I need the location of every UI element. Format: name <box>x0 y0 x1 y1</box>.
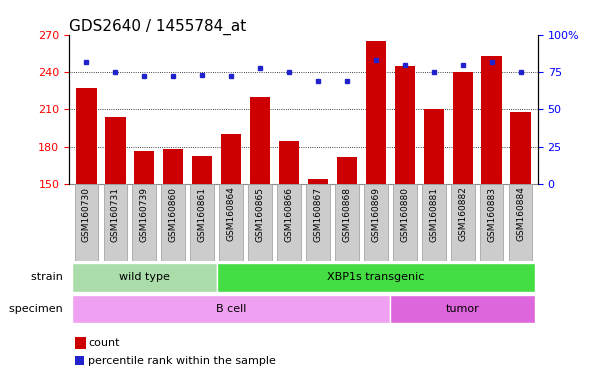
Bar <box>424 109 444 184</box>
Bar <box>453 72 473 184</box>
Text: GSM160739: GSM160739 <box>140 187 149 242</box>
FancyBboxPatch shape <box>248 184 272 261</box>
Text: XBP1s transgenic: XBP1s transgenic <box>327 272 424 283</box>
FancyBboxPatch shape <box>480 184 504 261</box>
FancyBboxPatch shape <box>277 184 301 261</box>
FancyBboxPatch shape <box>132 184 156 261</box>
FancyBboxPatch shape <box>162 184 185 261</box>
FancyBboxPatch shape <box>219 184 243 261</box>
Text: tumor: tumor <box>446 304 480 314</box>
Bar <box>250 97 270 184</box>
FancyBboxPatch shape <box>191 184 214 261</box>
FancyBboxPatch shape <box>451 184 475 261</box>
Bar <box>105 117 126 184</box>
FancyBboxPatch shape <box>422 184 445 261</box>
FancyBboxPatch shape <box>393 184 416 261</box>
Bar <box>163 149 183 184</box>
Bar <box>308 179 328 184</box>
FancyBboxPatch shape <box>72 295 390 323</box>
Text: GSM160730: GSM160730 <box>82 187 91 242</box>
FancyBboxPatch shape <box>217 263 535 292</box>
Text: GDS2640 / 1455784_at: GDS2640 / 1455784_at <box>69 18 246 35</box>
Text: GSM160881: GSM160881 <box>429 187 438 242</box>
FancyBboxPatch shape <box>103 184 127 261</box>
Text: count: count <box>88 338 120 348</box>
Text: wild type: wild type <box>119 272 170 283</box>
Bar <box>279 141 299 184</box>
Text: GSM160861: GSM160861 <box>198 187 207 242</box>
Text: GSM160882: GSM160882 <box>458 187 467 242</box>
Bar <box>76 88 97 184</box>
Bar <box>481 56 502 184</box>
FancyBboxPatch shape <box>306 184 330 261</box>
Bar <box>337 157 357 184</box>
Text: percentile rank within the sample: percentile rank within the sample <box>88 356 276 366</box>
Text: specimen: specimen <box>9 304 66 314</box>
Bar <box>395 66 415 184</box>
Text: strain: strain <box>31 272 66 283</box>
Bar <box>510 112 531 184</box>
Bar <box>192 156 212 184</box>
Bar <box>221 134 241 184</box>
Text: B cell: B cell <box>216 304 246 314</box>
Text: GSM160884: GSM160884 <box>516 187 525 242</box>
FancyBboxPatch shape <box>390 295 535 323</box>
Text: GSM160868: GSM160868 <box>343 187 352 242</box>
Text: GSM160865: GSM160865 <box>255 187 264 242</box>
Text: GSM160866: GSM160866 <box>284 187 293 242</box>
Text: GSM160883: GSM160883 <box>487 187 496 242</box>
Text: GSM160880: GSM160880 <box>400 187 409 242</box>
Text: GSM160731: GSM160731 <box>111 187 120 242</box>
Text: GSM160864: GSM160864 <box>227 187 236 242</box>
Text: GSM160860: GSM160860 <box>169 187 178 242</box>
FancyBboxPatch shape <box>75 184 99 261</box>
FancyBboxPatch shape <box>508 184 532 261</box>
Text: GSM160869: GSM160869 <box>371 187 380 242</box>
FancyBboxPatch shape <box>72 263 217 292</box>
Bar <box>134 151 154 184</box>
FancyBboxPatch shape <box>364 184 388 261</box>
Text: GSM160867: GSM160867 <box>314 187 323 242</box>
Bar <box>366 41 386 184</box>
FancyBboxPatch shape <box>335 184 359 261</box>
